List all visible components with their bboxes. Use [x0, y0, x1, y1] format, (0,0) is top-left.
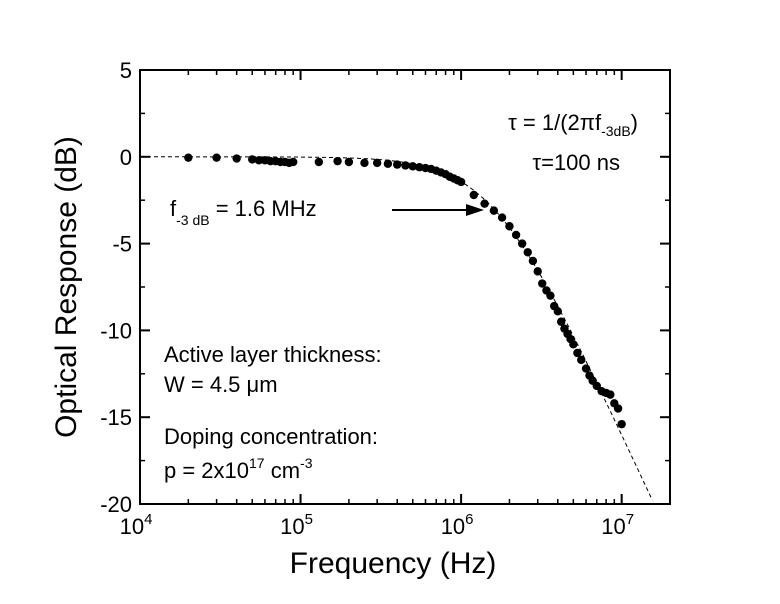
data-point [546, 291, 555, 300]
data-point [393, 160, 402, 169]
data-point [497, 213, 507, 222]
data-point [401, 161, 410, 170]
doping-label: Doping concentration: [164, 424, 378, 449]
data-point [523, 248, 532, 257]
y-tick-label-2: -5 [112, 232, 132, 257]
data-point [289, 157, 298, 167]
data-point [383, 159, 393, 168]
f3db-arrowhead [466, 204, 484, 216]
data-point [232, 154, 241, 163]
fit-curve [140, 156, 653, 501]
fit-curve-layer [140, 156, 653, 501]
data-point [573, 348, 582, 358]
data-point [344, 157, 354, 167]
data-point [556, 317, 566, 326]
data-point [569, 340, 578, 349]
x-tick-label-3: 107 [601, 511, 634, 539]
data-point [511, 230, 521, 240]
data-point [528, 256, 538, 266]
data-point [489, 206, 499, 215]
data-point [372, 158, 382, 168]
x-tick-label-0: 104 [120, 511, 153, 539]
data-point [408, 162, 417, 171]
x-tick-label-2: 106 [441, 511, 474, 539]
data-point [456, 177, 466, 187]
x-tick-label-1: 105 [280, 511, 313, 539]
data-point [538, 279, 547, 288]
y-tick-label-3: -10 [100, 318, 132, 343]
data-points-layer [184, 153, 626, 429]
data-point [314, 157, 324, 167]
tau-formula: τ = 1/(2πf-3dB) [508, 110, 638, 139]
layer-label: Active layer thickness: [164, 342, 382, 367]
y-tick-label-1: 0 [120, 145, 132, 170]
data-point [517, 239, 527, 248]
data-point [469, 190, 479, 200]
data-point [360, 158, 369, 168]
y-tick-label-0: 5 [120, 58, 132, 83]
tau-value: τ=100 ns [532, 150, 620, 175]
data-point [184, 153, 193, 162]
data-point [617, 419, 626, 429]
doping-value: p = 2x1017 cm-3 [164, 455, 313, 483]
data-point [254, 156, 264, 165]
data-point [480, 199, 489, 208]
y-tick-label-5: -20 [100, 492, 132, 517]
layer-value: W = 4.5 μm [164, 372, 278, 397]
data-point [581, 364, 591, 373]
data-point [533, 267, 542, 276]
x-axis-title: Frequency (Hz) [290, 547, 497, 580]
data-point [577, 355, 586, 365]
f3db-label: f-3 dB = 1.6 MHz [170, 196, 317, 228]
data-point [553, 307, 562, 316]
data-point [212, 153, 221, 162]
data-point [606, 390, 615, 399]
data-point [505, 222, 514, 231]
data-point [613, 404, 623, 413]
data-point [248, 155, 257, 164]
y-axis-title: Optical Response (dB) [50, 136, 83, 438]
y-tick-label-4: -15 [100, 405, 132, 430]
data-point [333, 156, 342, 166]
